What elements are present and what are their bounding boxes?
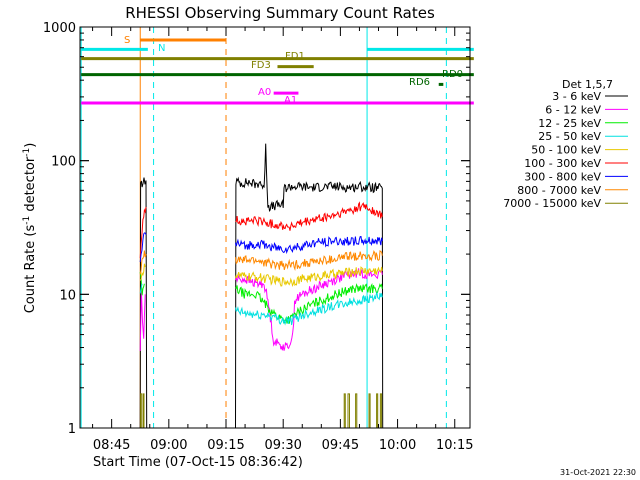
y-axis-label-main: Count Rate (s	[23, 225, 38, 314]
flag-label-s: S	[124, 35, 130, 46]
flag-label-n: N	[158, 43, 165, 54]
x-tick-label: 09:15	[207, 438, 244, 453]
x-tick-label: 10:00	[379, 438, 416, 453]
legend-label: 800 - 7000 keV	[517, 184, 601, 197]
series-line-5-1	[235, 201, 383, 231]
series-line-6-1	[235, 235, 383, 255]
series-group	[139, 143, 384, 428]
series-line-7-1	[235, 249, 383, 271]
plot-frame	[79, 26, 471, 429]
flag-label-a1: A1	[284, 95, 297, 106]
chart-title: RHESSI Observing Summary Count Rates	[125, 4, 435, 22]
flag-label-fd1: FD1	[285, 51, 305, 62]
x-tick-label: 09:00	[150, 438, 187, 453]
legend-label: 50 - 100 keV	[531, 144, 601, 157]
y-tick-label: 10	[59, 288, 76, 303]
series-line-4-0	[139, 263, 146, 281]
flag-label-rd6: RD6	[409, 77, 430, 88]
series-line-8-0	[140, 393, 145, 428]
legend-label: 12 - 25 keV	[538, 117, 601, 130]
y-tick-label: 1	[68, 422, 76, 437]
legend-label: 25 - 50 keV	[538, 130, 601, 143]
series-line-2-1	[235, 282, 383, 324]
y-tick-label: 1000	[43, 21, 76, 36]
series-line-6-0	[139, 232, 147, 263]
y-axis-label-sup2: -1	[22, 148, 32, 157]
series-line-1-0	[139, 291, 146, 352]
series-line-3-1	[235, 291, 383, 326]
flag-label-fd3: FD3	[251, 60, 271, 71]
series-line-0-0	[139, 177, 148, 428]
flag-label-rd0: RD0	[442, 69, 463, 80]
legend-label: 6 - 12 keV	[545, 103, 601, 116]
legend-label: 300 - 800 keV	[524, 170, 601, 183]
y-tick-label: 100	[51, 155, 76, 170]
y-axis-label-end: )	[23, 143, 38, 148]
plot-area: S N FD1 FD3 RD0 RD6 A0 A1 1 10 100 1000 08:45 09:00 09…	[43, 21, 474, 453]
x-tick-label: 10:15	[436, 438, 473, 453]
legend-label: 7000 - 15000 keV	[503, 197, 601, 210]
series-line-4-1	[235, 266, 383, 288]
x-tick-label: 09:45	[322, 438, 359, 453]
series-line-0-1	[235, 143, 384, 428]
flag-label-a0: A0	[258, 87, 271, 98]
y-axis-label-sup1: -1	[22, 216, 32, 225]
y-axis-label: Count Rate (s-1 detector-1)	[22, 143, 38, 314]
series-line-3-0	[139, 283, 143, 294]
legend-title: Det 1,5,7	[562, 78, 613, 91]
series-line-7-0	[139, 250, 147, 275]
x-tick-label: 09:30	[264, 438, 301, 453]
footer-date: 31-Oct-2021 22:30	[560, 468, 636, 477]
series-line-5-0	[139, 206, 147, 259]
y-axis-label-mid: detector	[23, 156, 38, 216]
legend-label: 3 - 6 keV	[552, 90, 601, 103]
x-tick-label: 08:45	[93, 438, 130, 453]
x-axis-label: Start Time (07-Oct-15 08:36:42)	[93, 455, 303, 470]
legend-label: 100 - 300 keV	[524, 157, 601, 170]
